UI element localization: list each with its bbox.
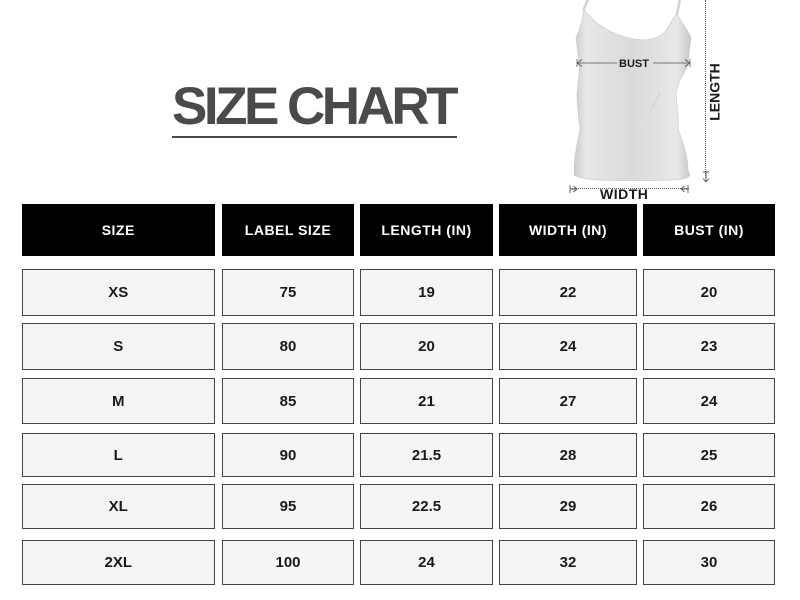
svg-text:LENGTH: LENGTH xyxy=(707,63,723,121)
svg-text:BUST: BUST xyxy=(619,58,649,70)
